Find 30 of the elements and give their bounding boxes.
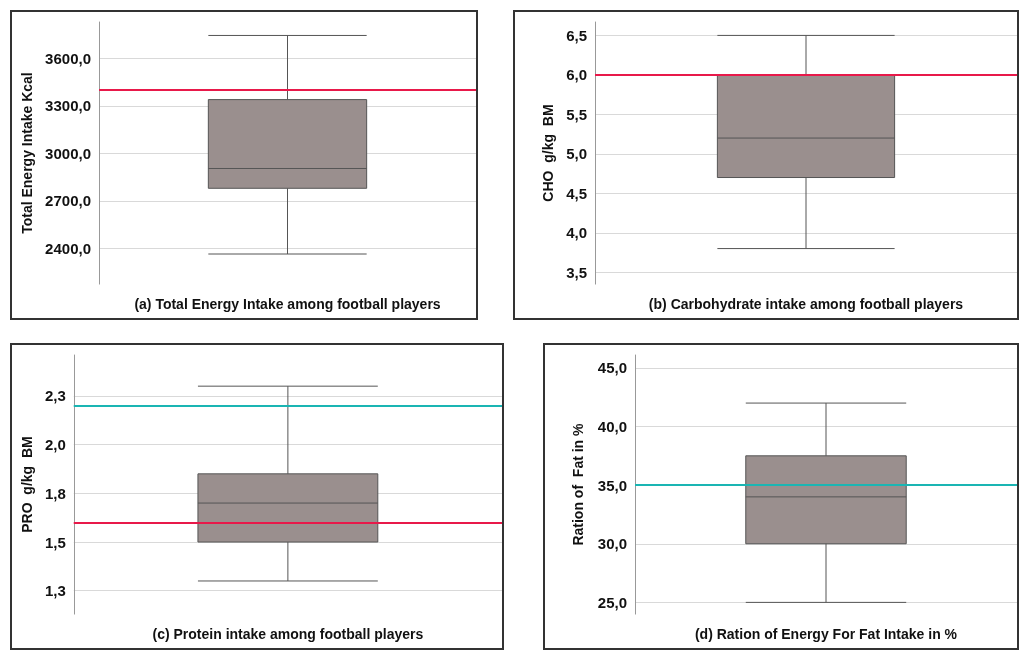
x-axis-title: (b) Carbohydrate intake among football players [648,296,964,312]
y-tick-label: 2,3 [44,387,66,405]
y-tick-label: 35,0 [597,476,627,494]
y-axis-title: PRO g/kg BM [19,436,35,533]
y-tick-label: 2400,0 [45,239,91,257]
y-tick-label: 3600,0 [45,49,91,67]
y-tick-label: 1,8 [44,484,66,502]
y-tick-label: 5,5 [566,105,587,123]
y-tick-label: 4,0 [566,224,587,242]
y-tick-label: 25,0 [597,593,627,611]
x-axis-title: (d) Ration of Energy For Fat Intake in % [694,626,958,642]
y-axis-title: CHO g/kg BM [540,104,556,202]
y-tick-label: 40,0 [597,418,627,436]
x-axis-title: (a) Total Energy Intake among football players [134,296,441,312]
y-tick-label: 30,0 [597,535,627,553]
y-tick-label: 3300,0 [45,97,91,115]
y-tick-label: 45,0 [597,359,627,377]
y-tick-label: 3000,0 [45,144,91,162]
y-tick-label: 1,3 [44,582,66,600]
y-tick-label: 6,5 [566,26,587,44]
x-axis-title: (c) Protein intake among football players [152,626,424,642]
y-tick-label: 2,0 [44,436,66,454]
y-tick-label: 6,0 [566,66,587,84]
y-tick-label: 4,5 [566,184,587,202]
y-tick-label: 3,5 [566,263,587,281]
y-tick-label: 5,0 [566,145,587,163]
y-tick-label: 2700,0 [45,192,91,210]
y-tick-label: 1,5 [44,533,66,551]
y-axis-title: Total Energy Intake Kcal [19,72,36,234]
y-axis-title: Ration of Fat in % [570,422,586,546]
